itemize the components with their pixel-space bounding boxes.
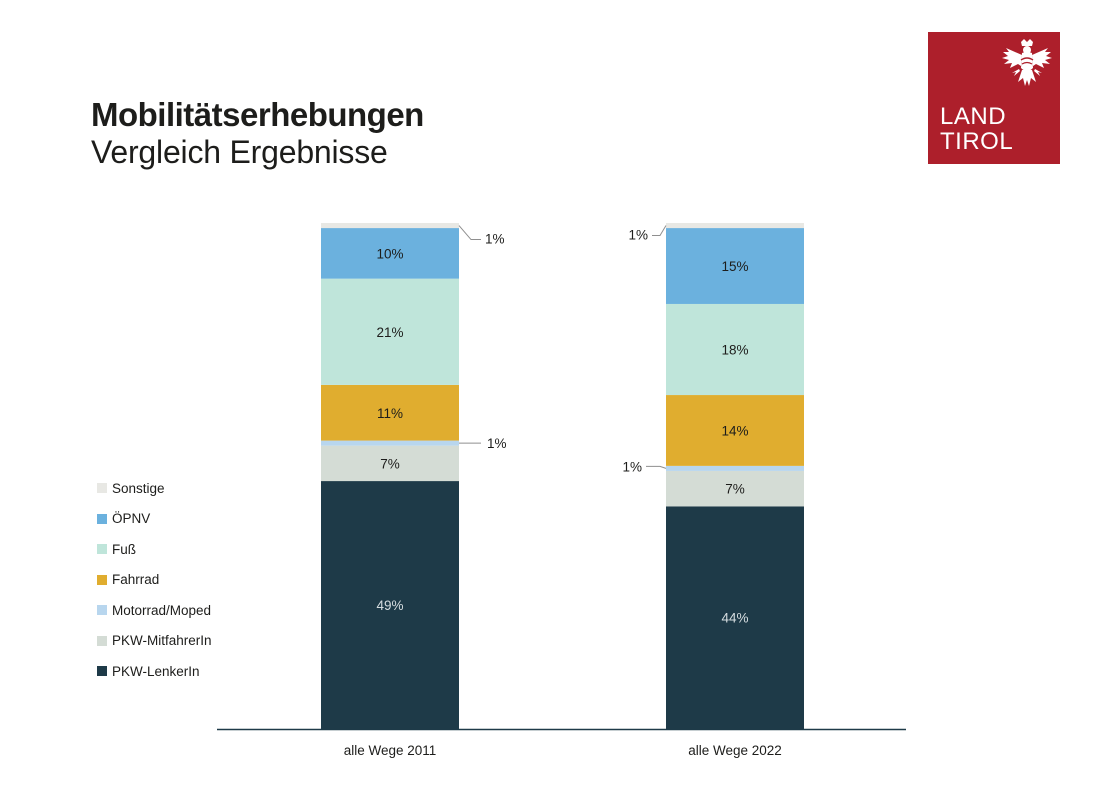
data-label-fuss-alle-wege-2011: 21%	[376, 325, 403, 340]
legend-item-opnv: ÖPNV	[97, 511, 150, 527]
legend-label-pkw-lenkerin: PKW-LenkerIn	[112, 663, 200, 679]
legend-item-fahrrad: Fahrrad	[97, 572, 159, 588]
leader-line-sonstige-alle-wege-2011	[458, 225, 481, 241]
legend-swatch-pkw-mitfahrerin	[97, 635, 107, 646]
legend-label-pkw-mitfahrerin: PKW-MitfahrerIn	[112, 633, 212, 648]
land-tirol-logo: LAND TIROL	[928, 32, 1060, 164]
legend-item-pkw-mitfahrerin: PKW-MitfahrerIn	[97, 633, 212, 649]
bar-segment-fahrrad-alle-wege-2011	[321, 384, 459, 441]
legend-label-sonstige: Sonstige	[112, 480, 165, 496]
legend-swatch-sonstige	[97, 483, 107, 493]
legend-swatch-opnv	[97, 513, 107, 524]
legend-swatch-fuss	[97, 544, 107, 554]
bar-segment-fuss-alle-wege-2022	[666, 303, 804, 396]
data-label-fahrrad-alle-wege-2022: 14%	[721, 423, 748, 438]
title-block: Mobilitätserhebungen Vergleich Ergebniss…	[91, 96, 424, 170]
bar-segment-pkw-mitfahrerin-alle-wege-2022	[666, 470, 804, 507]
data-label-opnv-alle-wege-2011: 10%	[376, 246, 403, 261]
x-tick-label-alle-wege-2011: alle Wege 2011	[344, 743, 437, 758]
legend-swatch-motorrad-moped	[97, 605, 107, 615]
logo-text: LAND TIROL	[940, 104, 1013, 154]
leader-line-motorrad-moped-alle-wege-2022	[646, 465, 667, 469]
bar-segment-motorrad-moped-alle-wege-2022	[666, 465, 804, 471]
legend-label-fuss: Fuß	[112, 541, 137, 557]
bar-segment-fuss-alle-wege-2011	[321, 278, 459, 385]
bar-segment-motorrad-moped-alle-wege-2011	[321, 440, 459, 446]
legend-swatch-pkw-lenkerin	[97, 666, 107, 676]
bar-segment-sonstige-alle-wege-2022	[666, 223, 804, 229]
bar-segment-pkw-mitfahrerin-alle-wege-2011	[321, 445, 459, 482]
page-title: Mobilitätserhebungen	[91, 96, 424, 133]
data-label-pkw-mitfahrerin-alle-wege-2011: 7%	[380, 456, 400, 471]
bar-stack-alle-wege-2022: 44% 7% 1% 14% 18% 15% 1%	[622, 223, 804, 729]
data-label-motorrad-moped-alle-wege-2011: 1%	[487, 436, 507, 451]
tyrolean-eagle-icon	[1002, 39, 1052, 86]
bar-segment-fahrrad-alle-wege-2022	[666, 395, 804, 466]
legend-item-pkw-lenkerin: PKW-LenkerIn	[97, 663, 200, 679]
legend-item-sonstige: Sonstige	[97, 480, 165, 496]
leader-line-sonstige-alle-wege-2022	[652, 225, 667, 237]
page-subtitle: Vergleich Ergebnisse	[91, 134, 388, 170]
legend-label-motorrad-moped: Motorrad/Moped	[112, 602, 212, 618]
legend-item-motorrad-moped: Motorrad/Moped	[97, 602, 211, 618]
legend-swatch-fahrrad	[97, 574, 107, 585]
data-label-pkw-lenkerin-alle-wege-2022: 44%	[721, 611, 748, 626]
bar-segment-sonstige-alle-wege-2011	[321, 223, 459, 229]
data-label-pkw-lenkerin-alle-wege-2011: 49%	[376, 598, 403, 613]
bar-segment-pkw-lenkerin-alle-wege-2022	[666, 506, 804, 729]
logo-line-land: LAND	[940, 103, 1007, 130]
legend-item-fuss: Fuß	[97, 541, 136, 557]
legend-label-opnv: ÖPNV	[112, 511, 151, 526]
bar-stack-alle-wege-2011: 49% 7% 1% 11% 21% 10% 1%	[321, 223, 507, 729]
data-label-pkw-mitfahrerin-alle-wege-2022: 7%	[725, 482, 745, 497]
data-label-fuss-alle-wege-2022: 18%	[721, 343, 748, 358]
data-label-motorrad-moped-alle-wege-2022: 1%	[622, 459, 642, 474]
bar-segment-opnv-alle-wege-2022	[666, 228, 804, 304]
legend-label-fahrrad: Fahrrad	[112, 572, 160, 587]
data-label-sonstige-alle-wege-2011: 1%	[485, 232, 505, 247]
bar-segment-opnv-alle-wege-2011	[321, 228, 459, 279]
bar-segment-pkw-lenkerin-alle-wege-2011	[321, 481, 459, 729]
data-label-opnv-alle-wege-2022: 15%	[721, 259, 748, 274]
logo-line-tirol: TIROL	[940, 128, 1014, 155]
x-tick-label-alle-wege-2022: alle Wege 2022	[688, 743, 782, 758]
data-label-sonstige-alle-wege-2022: 1%	[628, 228, 648, 243]
data-label-fahrrad-alle-wege-2011: 11%	[377, 406, 403, 421]
